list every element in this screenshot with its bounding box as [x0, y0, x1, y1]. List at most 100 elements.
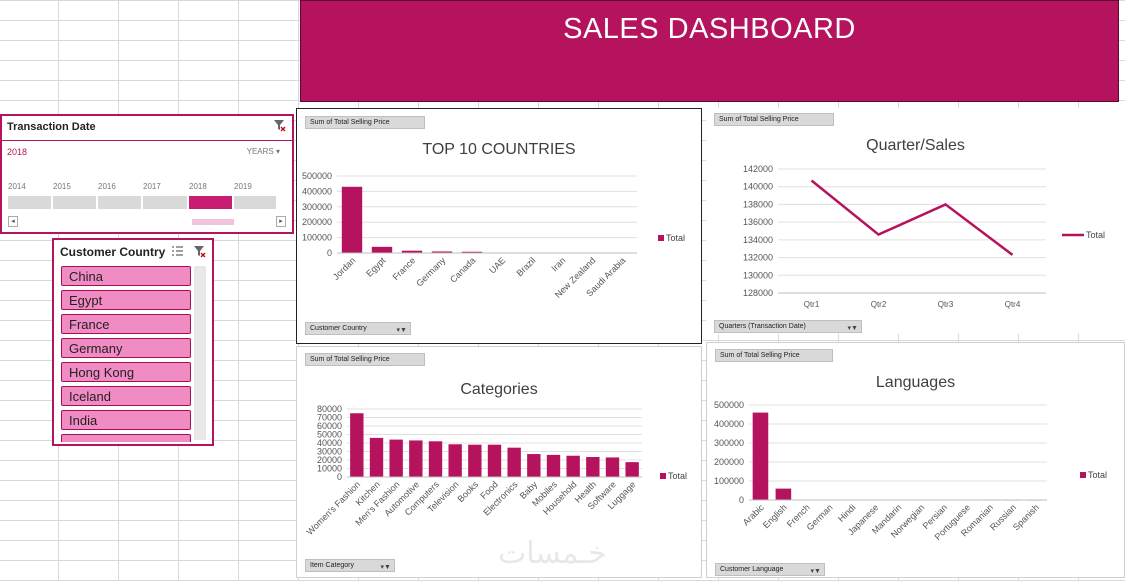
- value-field-button[interactable]: Sum of Total Selling Price: [715, 349, 833, 362]
- slicer-item[interactable]: Hong Kong: [61, 362, 191, 382]
- axis-field-button[interactable]: Customer Country ▾▼: [305, 322, 411, 335]
- timeline-bar[interactable]: [8, 196, 278, 209]
- year-label[interactable]: 2015: [53, 182, 71, 191]
- timeline-segment[interactable]: [98, 196, 143, 209]
- bar: [487, 444, 502, 477]
- y-tick-label: 140000: [743, 182, 773, 192]
- x-tick-label: Qtr3: [938, 300, 954, 309]
- slicer-header: Transaction Date: [7, 121, 96, 133]
- slicer-item[interactable]: Iceland: [61, 386, 191, 406]
- chart-title: Languages: [875, 374, 956, 391]
- clear-filter-icon[interactable]: [273, 119, 286, 135]
- x-tick-label: Qtr4: [1005, 300, 1021, 309]
- bar: [546, 454, 561, 477]
- bar: [431, 251, 453, 253]
- dashboard-banner: SALES DASHBOARD: [300, 0, 1119, 102]
- y-tick-label: 500000: [714, 400, 744, 410]
- x-tick-label: Canada: [448, 255, 477, 284]
- bar: [341, 186, 363, 253]
- chart-title: Categories: [460, 381, 538, 398]
- y-tick-label: 128000: [743, 288, 773, 298]
- y-tick-label: 400000: [714, 419, 744, 429]
- y-tick-label: 300000: [302, 202, 332, 212]
- value-field-button[interactable]: Sum of Total Selling Price: [305, 353, 425, 366]
- chart-title: TOP 10 COUNTRIES: [422, 141, 576, 158]
- time-level-dropdown[interactable]: YEARS ▾: [246, 147, 280, 156]
- legend-label: Total: [1086, 230, 1105, 240]
- y-tick-label: 138000: [743, 199, 773, 209]
- filter-dropdown-icon[interactable]: ▾▼: [380, 564, 391, 571]
- x-tick-label: Germany: [414, 255, 448, 289]
- bar: [586, 457, 600, 477]
- chart-title: Quarter/Sales: [866, 137, 965, 154]
- x-tick-label: Iran: [549, 255, 567, 273]
- chart-panel-languages[interactable]: Sum of Total Selling Price Languages 0 10…: [706, 342, 1125, 578]
- y-tick-label: 60000: [317, 421, 342, 431]
- chart-panel-countries[interactable]: Sum of Total Selling Price TOP 10 COUNTR…: [296, 108, 702, 344]
- chart-categories: 0100002000030000400005000060000700008000…: [305, 404, 687, 537]
- transaction-date-slicer[interactable]: Transaction Date 2018 YEARS ▾ 2014 2015 …: [0, 114, 294, 234]
- y-tick-label: 0: [739, 495, 744, 505]
- bar: [369, 437, 384, 477]
- y-tick-label: 500000: [302, 171, 332, 181]
- timeline-segment[interactable]: [8, 196, 53, 209]
- slicer-header: Customer Country: [60, 245, 166, 259]
- filter-dropdown-icon[interactable]: ▾▼: [810, 568, 821, 575]
- scroll-thumb[interactable]: [192, 219, 234, 225]
- year-label[interactable]: 2017: [143, 182, 161, 191]
- scroll-right-icon[interactable]: ▸: [276, 216, 286, 227]
- bar: [752, 412, 769, 500]
- x-tick-label: Qtr2: [871, 300, 887, 309]
- timeline-scrollbar[interactable]: ◂ ▸: [8, 216, 286, 227]
- timeline-segment[interactable]: [143, 196, 189, 209]
- bar: [409, 440, 423, 477]
- year-label[interactable]: 2019: [234, 182, 252, 191]
- slicer-item[interactable]: Germany: [61, 338, 191, 358]
- timeline-segment[interactable]: [53, 196, 98, 209]
- x-tick-label: English: [761, 502, 789, 530]
- slicer-item[interactable]: China: [61, 266, 191, 286]
- slicer-item[interactable]: [61, 434, 191, 442]
- y-tick-label: 200000: [302, 217, 332, 227]
- slicer-item[interactable]: France: [61, 314, 191, 334]
- timeline-segment[interactable]: [234, 196, 278, 209]
- legend-label: Total: [1088, 470, 1107, 480]
- bar: [428, 441, 443, 477]
- filter-dropdown-icon[interactable]: ▾▼: [396, 327, 407, 334]
- series-line: [810, 179, 1014, 256]
- filter-dropdown-icon[interactable]: ▾▼: [847, 325, 858, 332]
- value-field-button[interactable]: Sum of Total Selling Price: [714, 113, 834, 126]
- chart-panel-quarter[interactable]: Sum of Total Selling Price Quarter/Sales…: [706, 108, 1125, 334]
- bar: [605, 457, 620, 477]
- y-tick-label: 134000: [743, 235, 773, 245]
- x-tick-label: Qtr1: [804, 300, 820, 309]
- clear-filter-icon[interactable]: [193, 245, 206, 261]
- scroll-left-icon[interactable]: ◂: [8, 216, 18, 227]
- year-label[interactable]: 2018: [189, 182, 207, 191]
- x-tick-label: France: [391, 255, 418, 282]
- legend-key: [658, 235, 664, 241]
- year-label[interactable]: 2014: [8, 182, 26, 191]
- axis-field-button[interactable]: Customer Language ▾▼: [715, 563, 825, 576]
- bar: [389, 439, 403, 477]
- axis-field-button[interactable]: Quarters (Transaction Date) ▾▼: [714, 320, 862, 333]
- slicer-item[interactable]: Egypt: [61, 290, 191, 310]
- year-label[interactable]: 2016: [98, 182, 116, 191]
- customer-country-slicer[interactable]: Customer Country China Egypt France Germ…: [52, 238, 214, 446]
- bar: [448, 444, 462, 477]
- multi-select-icon[interactable]: [171, 245, 184, 260]
- x-tick-label: Egypt: [364, 255, 388, 279]
- x-tick-label: Jordan: [331, 255, 358, 282]
- y-tick-label: 132000: [743, 253, 773, 263]
- bar: [468, 444, 482, 477]
- slicer-item[interactable]: India: [61, 410, 191, 430]
- axis-field-button[interactable]: Item Category ▾▼: [305, 559, 395, 572]
- y-tick-label: 10000: [317, 464, 342, 474]
- value-field-button[interactable]: Sum of Total Selling Price: [305, 116, 425, 129]
- dashboard-title: SALES DASHBOARD: [563, 13, 856, 45]
- bar: [507, 447, 521, 477]
- timeline-segment-selected[interactable]: [189, 196, 234, 209]
- y-tick-label: 40000: [317, 438, 342, 448]
- slicer-scrollbar[interactable]: [194, 266, 206, 440]
